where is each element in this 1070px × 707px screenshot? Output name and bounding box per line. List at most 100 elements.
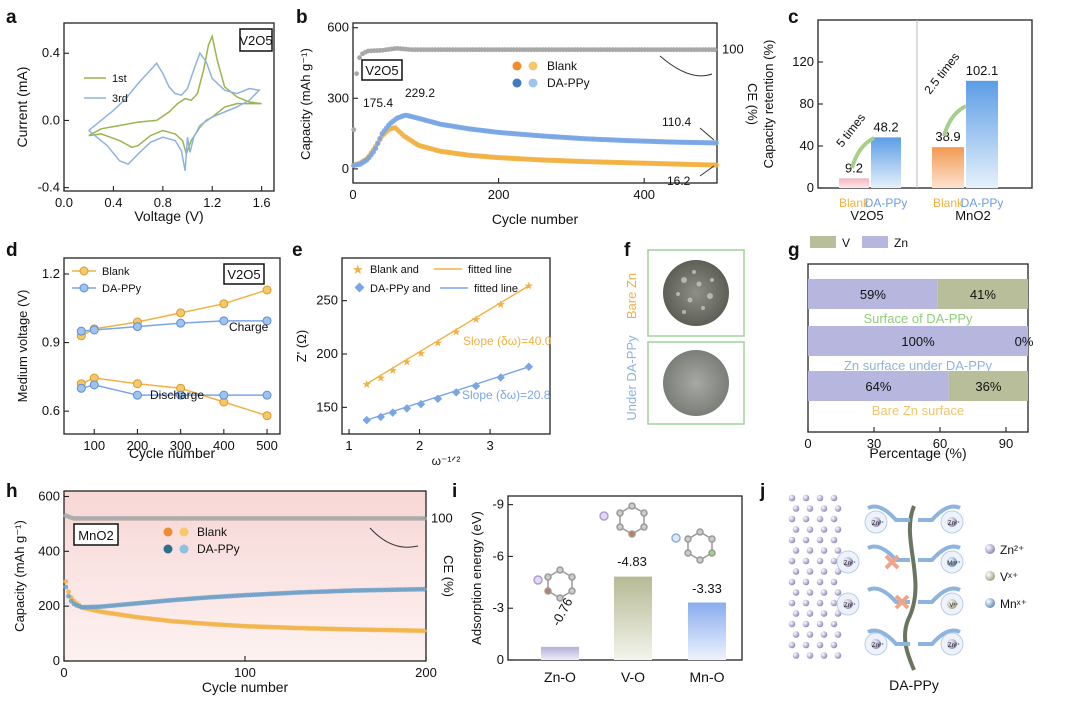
dappy-hook [918, 504, 961, 522]
panel-b-arrow-110 [699, 127, 715, 141]
hydrated-ion-core [947, 517, 957, 527]
panel-g-x-tick-label: 60 [933, 436, 947, 451]
panel-g-category-label: Bare Zn surface [872, 403, 965, 418]
panel-a-legend-1st: 1st [112, 73, 127, 85]
panel-b-label-175: 175.4 [363, 96, 393, 110]
ion-lattice-ball [802, 599, 810, 607]
panel-h-title-box: MnO2 [73, 523, 119, 546]
hydrated-ion-core [947, 599, 957, 609]
panel-label-a: a [6, 7, 17, 28]
panel-e-point [416, 399, 426, 409]
panel-b-DA-PPy-point [375, 140, 381, 147]
panel-d-point [176, 318, 186, 328]
panel-e-point: ★ [471, 314, 481, 326]
dappy-hook [918, 586, 961, 604]
ion-lattice-ball [802, 557, 810, 565]
ion-lattice-ball [802, 515, 810, 523]
panel-d-legend-dappy: DA-PPy [102, 283, 142, 295]
panel-b-ylabel-right: CE (%) [745, 83, 760, 125]
panel-i-y-tick-label: -3 [492, 600, 504, 615]
panel-c-y-tick-label: 0 [807, 180, 814, 195]
panel-e-point: ★ [402, 356, 412, 368]
ion-lattice-ball [820, 652, 828, 659]
panel-a-y-tick-label: -0.4 [38, 180, 60, 195]
panel-h-DA-PPy-point [63, 584, 69, 590]
ion-lattice-ball [802, 620, 810, 628]
panel-d-point [132, 379, 142, 389]
panel-e-x-tick-label: 2 [416, 438, 423, 453]
panel-b-ce-point [354, 71, 360, 77]
ion-lattice-ball [806, 652, 814, 659]
panel-b-yright-tick-label: 100 [722, 42, 744, 57]
ion-lattice-ball [830, 620, 838, 628]
ion-lattice-ball [816, 494, 824, 502]
ion-lattice-ball [820, 589, 828, 596]
hydrated-ion-core [843, 557, 853, 567]
hydrated-ion-core [871, 639, 881, 649]
ion-lattice-ball [792, 547, 800, 554]
hydrated-ion-tag: Zn²⁺ [948, 642, 960, 649]
panel-i-bar [614, 576, 652, 660]
panel-d-title-box: V2O5 [223, 263, 265, 285]
panel-h-legend: Blank DA-PPy [163, 525, 240, 556]
ion-lattice-ball [816, 578, 824, 586]
panel-label-g: g [788, 240, 800, 261]
ion-lattice-ball [792, 568, 800, 575]
panel-label-f: f [624, 240, 631, 261]
dappy-hook [918, 628, 961, 646]
ion-lattice-ball [820, 610, 828, 617]
panel-i-y-tick-label: -9 [492, 497, 504, 512]
panel-d-voltage-chart: 100 200 300 400 500 0.6 0.9 1.2 Medium voltage … [15, 257, 281, 461]
ion-lattice-ball [820, 505, 828, 512]
panel-b-label-110: 110.4 [662, 115, 691, 129]
panel-g-bar-zn [808, 326, 1028, 356]
ion-lattice-ball [788, 515, 796, 523]
ion-lattice-ball [788, 536, 796, 544]
ion-lattice-ball [820, 631, 828, 638]
panel-h-legend-dappy: DA-PPy [197, 542, 240, 556]
panel-b-y-tick-label: 600 [327, 20, 349, 35]
panel-c-y-tick-label: 40 [800, 138, 814, 153]
hydrated-ion-core [947, 557, 957, 567]
ion-lattice-ball [806, 568, 814, 575]
panel-g-percentage-chart: 0 30 60 90 59% 41% Surface of DA-PPy 100% 0% Zn s… [804, 236, 1034, 461]
panel-h-y-tick-label: 600 [38, 488, 60, 503]
panel-b-legend: Blank DA-PPy [512, 59, 590, 90]
panel-d-x-tick-label: 400 [213, 438, 235, 453]
panel-d-point [132, 390, 142, 400]
dappy-hooks: Zn²⁺ Zn²⁺ Zn²⁺ Mnˣ⁺ Zn²⁺ Vˣ⁺ Zn²⁺ Zn²⁺ [836, 504, 964, 656]
panel-e-point [524, 362, 534, 372]
panel-d-point [219, 299, 229, 309]
panel-g-label-zn: 100% [901, 334, 935, 349]
ion-lattice-ball [830, 578, 838, 586]
photo-bare-texture [676, 270, 714, 314]
panel-e-legend-fit2: fitted line [474, 283, 518, 295]
panel-d-point [176, 308, 186, 318]
panel-d-y-tick-label: 0.6 [42, 403, 60, 418]
panel-j-legend-v: Vˣ⁺ [1000, 570, 1018, 584]
panel-d-x-tick-label: 300 [170, 438, 192, 453]
panel-a-x-tick-label: 0.4 [104, 195, 122, 210]
ion-lattice-ball [820, 568, 828, 575]
ion-lattice-ball [830, 515, 838, 523]
panel-a-title: V2O5 [239, 33, 272, 48]
molecule-v-o [599, 502, 648, 538]
panel-j-schematic: Zn²⁺ Zn²⁺ Zn²⁺ Mnˣ⁺ Zn²⁺ Vˣ⁺ Zn²⁺ Zn²⁺ DA-PPy Z… [788, 494, 1027, 693]
panel-c-value-label: 102.1 [966, 63, 999, 78]
panel-b-y-tick-label: 0 [342, 161, 349, 176]
panel-b-arrow-16 [699, 165, 715, 177]
panel-d-point [89, 325, 99, 335]
panel-e-point: ★ [362, 379, 372, 391]
panel-d-y-tick-label: 1.2 [42, 266, 60, 281]
panel-g-bar-zn [808, 371, 949, 401]
panel-d-y-tick-label: 0.9 [42, 335, 60, 350]
panel-c-category-label: DA-PPy [865, 196, 908, 210]
panel-j-legend-zn: Zn²⁺ [1000, 543, 1024, 557]
panel-d-legend-blank: Blank [102, 266, 130, 278]
ion-lattice-ball [834, 526, 842, 533]
panel-g-x-tick-label: 30 [867, 436, 881, 451]
panel-g-category-label: Surface of DA-PPy [863, 311, 973, 326]
ion-lattice [788, 494, 842, 659]
svg-text:★: ★ [352, 262, 364, 277]
panel-e-y-tick-label: 200 [316, 346, 338, 361]
